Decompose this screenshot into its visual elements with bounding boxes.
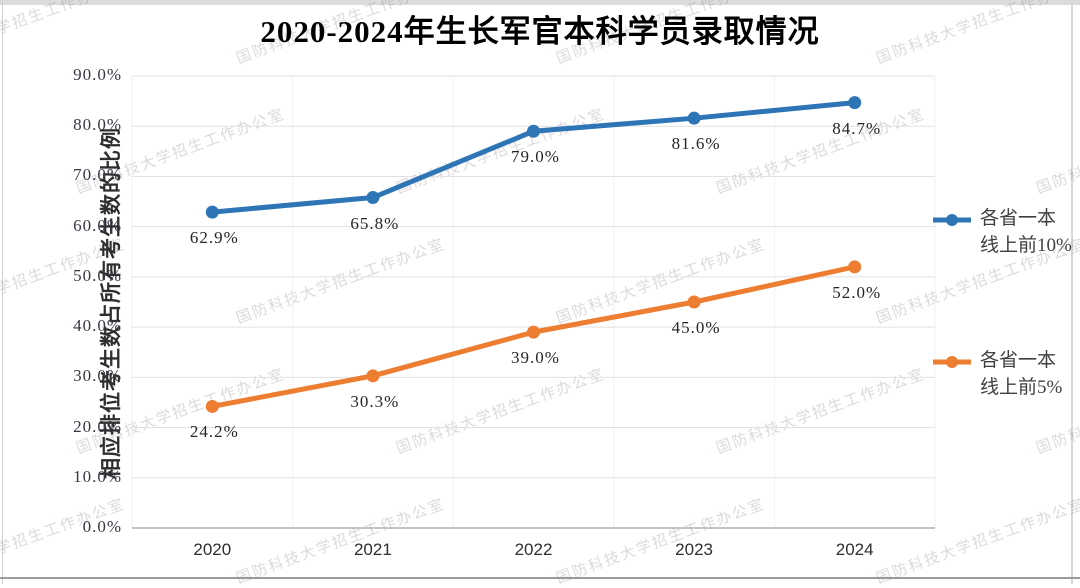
page-right-border [1071,0,1073,584]
x-tick-label: 2023 [675,540,714,559]
data-point [527,325,540,339]
data-point-label: 39.0% [511,348,560,368]
y-tick-label: 40.0% [73,316,122,336]
data-point [205,205,219,219]
y-tick-label: 70.0% [73,165,122,185]
data-point [687,111,701,125]
data-point [366,191,380,205]
x-tick-label: 2024 [835,540,874,559]
data-point [366,369,380,383]
data-point-label: 81.6% [671,134,721,154]
y-tick-label: 30.0% [73,366,122,386]
data-point [527,124,540,138]
data-point-label: 45.0% [671,318,721,337]
x-tick-label: 2022 [514,540,553,559]
data-point-label: 84.7% [832,118,882,138]
data-point [205,399,219,413]
data-point-label: 79.0% [511,147,560,167]
data-point-label: 62.9% [189,228,239,248]
y-tick-label: 50.0% [73,265,122,285]
data-point [848,96,862,110]
x-tick-label: 2021 [353,540,392,559]
y-tick-label: 60.0% [73,215,122,235]
y-tick-label: 10.0% [73,466,122,486]
page-top-strip [0,0,1080,5]
y-tick-label: 20.0% [73,416,122,436]
data-point [848,260,862,274]
page-left-border [2,0,3,584]
page-bottom-border [0,577,1080,579]
x-tick-label: 2020 [193,540,232,559]
y-tick-label: 0.0% [82,517,122,536]
y-tick-label: 80.0% [73,115,122,135]
data-point-label: 24.2% [189,422,239,442]
y-tick-label: 90.0% [73,65,122,84]
data-point-label: 30.3% [350,391,400,411]
data-point-label: 52.0% [832,282,882,302]
data-point-label: 65.8% [350,213,400,233]
chart-title: 2020-2024年生长军官本科学员录取情况 [260,14,820,49]
data-point [687,295,701,309]
